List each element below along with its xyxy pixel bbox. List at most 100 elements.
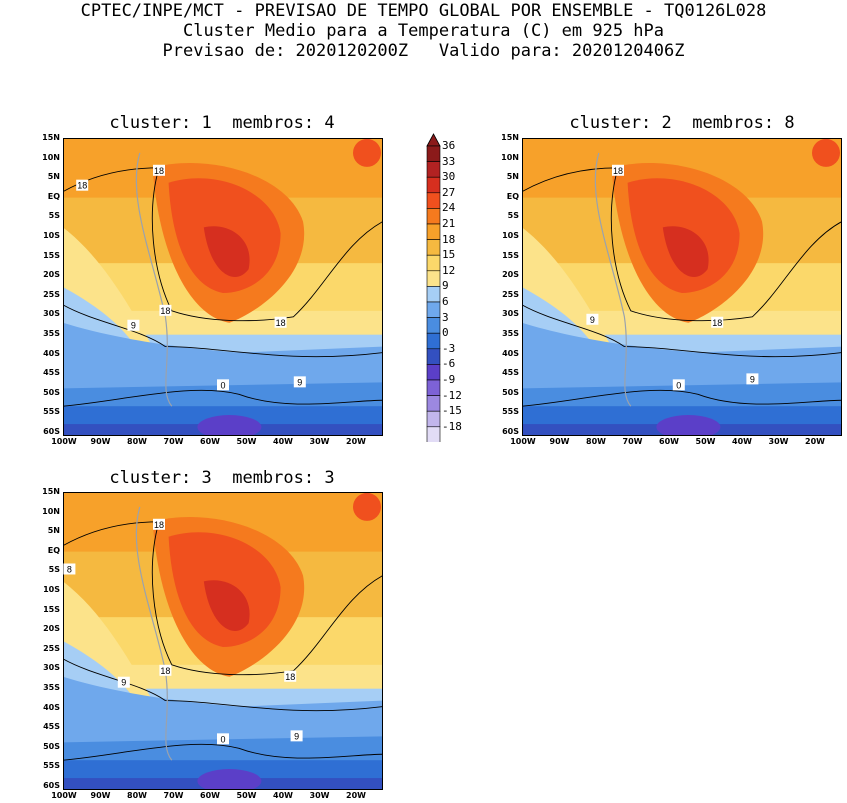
hot-core-region	[203, 226, 250, 278]
latitude-label: 5S	[507, 211, 519, 221]
map-panel-2: 18 18 9 9 0	[522, 138, 842, 436]
latitude-label: 15N	[42, 487, 60, 496]
longitude-label: 20W	[346, 437, 366, 446]
colorbar-label: -12	[442, 388, 462, 402]
latitude-label: EQ	[47, 191, 60, 201]
latitude-label: 25S	[43, 643, 60, 653]
cold-pocket	[197, 415, 262, 436]
latitude-label: 15S	[43, 250, 60, 260]
colorbar-swatch	[426, 161, 441, 178]
svg-text:18: 18	[285, 672, 295, 682]
colorbar-swatch	[426, 364, 441, 381]
contour-label: 9	[586, 313, 599, 325]
contour-label: 18	[711, 316, 724, 328]
header-line-3: Previsao de: 2020120200Z Valido para: 20…	[162, 41, 685, 61]
svg-text:0: 0	[220, 380, 225, 390]
latitude-label: 15N	[501, 133, 519, 142]
longitude-label: 20W	[805, 437, 825, 446]
longitude-label: 40W	[273, 437, 293, 446]
latitude-label: 25S	[43, 289, 60, 299]
contour-label: 0	[672, 379, 685, 391]
latitude-label: 20S	[43, 270, 60, 280]
colorbar-label: -15	[442, 404, 462, 418]
colorbar-label: 21	[442, 217, 456, 230]
latitude-label: 5S	[48, 565, 60, 575]
colorbar-label: -9	[442, 373, 456, 386]
longitude-label: 90W	[549, 437, 570, 446]
colorbar-swatch	[426, 145, 441, 162]
contour-label: 18	[153, 518, 165, 530]
colorbar-label: 36	[442, 139, 456, 152]
contour-label: 18	[159, 664, 172, 676]
colorbar-swatch	[426, 410, 441, 428]
longitude-label: 70W	[163, 791, 184, 800]
map-frame	[63, 138, 383, 436]
latitude-label: 60S	[43, 427, 60, 436]
svg-text:18: 18	[77, 181, 87, 191]
latitude-label: 10S	[43, 231, 60, 240]
panel-3-title: cluster: 3 membros: 3	[109, 468, 335, 488]
svg-text:9: 9	[750, 374, 755, 384]
cold-pocket	[656, 415, 721, 436]
longitude-label: 80W	[127, 437, 147, 446]
svg-text:9: 9	[121, 678, 126, 688]
contour-18	[151, 521, 383, 676]
svg-text:18: 18	[276, 318, 286, 328]
latitude-label: 20S	[43, 624, 60, 634]
latitude-label: 60S	[502, 427, 519, 436]
cool-ocean-region	[63, 676, 383, 743]
warm-spot	[353, 138, 381, 167]
longitude-label: 30W	[768, 437, 789, 446]
contour-label: 9	[117, 676, 130, 688]
contour-label: 9	[127, 319, 140, 331]
latitude-label: 45S	[502, 368, 519, 378]
latitude-label: 40S	[43, 702, 60, 712]
colorbar-label: -6	[442, 357, 456, 371]
latitude-label: 15N	[42, 133, 60, 142]
latitude-label: 5N	[506, 172, 519, 182]
contour-label: 0	[217, 379, 229, 391]
contour-label: 8	[63, 563, 76, 575]
contour-label: 18	[274, 316, 287, 328]
longitude-label: 60W	[200, 437, 220, 446]
colorbar-label: -18	[442, 419, 462, 433]
latitude-label: 35S	[43, 329, 60, 338]
colorbar-label: 18	[442, 232, 456, 246]
colorbar-label: 27	[442, 185, 456, 199]
contour-label: 18	[76, 179, 89, 191]
contour-label: 18	[153, 164, 165, 176]
longitude-label: 60W	[659, 437, 679, 446]
latitude-label: 35S	[43, 683, 60, 692]
latitude-label: 30S	[502, 309, 519, 319]
latitude-label: 10S	[502, 231, 519, 240]
latitude-label: 40S	[43, 348, 60, 358]
cool-ocean-region	[522, 322, 842, 389]
svg-text:18: 18	[712, 318, 722, 328]
coastline	[594, 152, 632, 407]
latitude-label: 30S	[43, 309, 60, 319]
latitude-label: 60S	[43, 781, 60, 790]
longitude-label: 30W	[309, 437, 330, 446]
colorbar-swatch	[426, 254, 441, 272]
svg-text:18: 18	[154, 166, 164, 176]
latitude-label: 10N	[42, 152, 60, 162]
latitude-label: 50S	[43, 741, 60, 751]
colorbar-label: 15	[442, 248, 456, 262]
latitude-label: EQ	[47, 545, 60, 555]
colorbar-swatch	[426, 348, 441, 365]
longitude-label: 40W	[273, 791, 293, 800]
colorbar-label: 3	[442, 310, 449, 324]
svg-text:18: 18	[613, 166, 623, 176]
colorbar-swatch	[426, 176, 441, 194]
latitude-label: 35S	[502, 329, 519, 338]
longitude-label: 100W	[510, 437, 536, 446]
contour-label: 18	[284, 670, 297, 682]
latitude-label: 55S	[43, 407, 60, 417]
latitude-label: 10N	[42, 506, 60, 516]
latitude-label: 10S	[43, 585, 60, 594]
hot-core-region	[662, 226, 709, 278]
contour-18	[63, 521, 160, 547]
colorbar-swatch	[426, 208, 441, 225]
contour-9	[63, 658, 383, 712]
panel-2-title: cluster: 2 membros: 8	[569, 113, 795, 133]
